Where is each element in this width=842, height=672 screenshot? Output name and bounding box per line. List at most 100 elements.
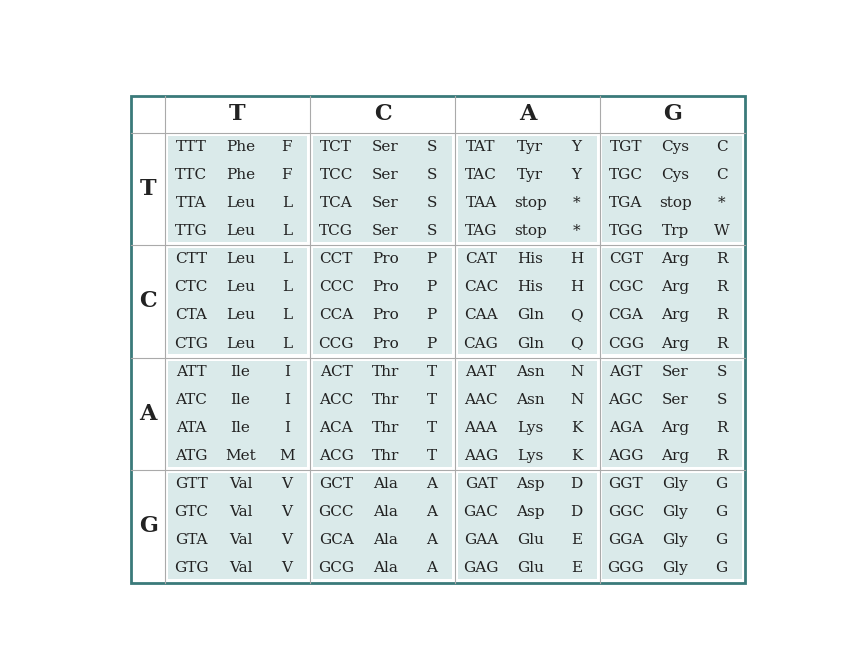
Text: Val: Val: [229, 562, 253, 575]
Text: W: W: [714, 224, 729, 238]
Text: TAC: TAC: [465, 168, 497, 182]
Text: TTG: TTG: [175, 224, 207, 238]
Text: AAC: AAC: [464, 392, 498, 407]
Text: Asp: Asp: [516, 505, 545, 519]
Text: Leu: Leu: [226, 252, 255, 266]
Text: TTC: TTC: [175, 168, 207, 182]
Text: GTC: GTC: [174, 505, 208, 519]
Text: CGT: CGT: [609, 252, 643, 266]
Text: Ala: Ala: [373, 477, 397, 491]
Text: Ile: Ile: [231, 421, 250, 435]
Text: Leu: Leu: [226, 280, 255, 294]
Bar: [312, 248, 452, 355]
Text: ACG: ACG: [318, 449, 354, 463]
Text: Tyr: Tyr: [517, 168, 543, 182]
Text: A: A: [426, 505, 437, 519]
Text: A: A: [426, 477, 437, 491]
Text: TAG: TAG: [465, 224, 498, 238]
Text: T: T: [427, 392, 437, 407]
Text: I: I: [284, 365, 290, 378]
Text: F: F: [281, 168, 292, 182]
Text: GAA: GAA: [464, 534, 498, 548]
Text: K: K: [571, 449, 583, 463]
Text: R: R: [716, 421, 727, 435]
Text: P: P: [427, 337, 437, 351]
Text: ATT: ATT: [176, 365, 206, 378]
Text: TGG: TGG: [609, 224, 643, 238]
Text: ATG: ATG: [175, 449, 207, 463]
Text: N: N: [570, 365, 584, 378]
Text: Thr: Thr: [371, 392, 399, 407]
Text: Ile: Ile: [231, 365, 250, 378]
Text: L: L: [282, 196, 292, 210]
Text: AGA: AGA: [609, 421, 643, 435]
Bar: [457, 361, 597, 467]
Text: A: A: [426, 562, 437, 575]
Text: Ser: Ser: [662, 365, 689, 378]
Text: Val: Val: [229, 477, 253, 491]
Text: Leu: Leu: [226, 196, 255, 210]
Text: CAT: CAT: [465, 252, 497, 266]
Text: Arg: Arg: [661, 308, 690, 323]
Text: C: C: [716, 140, 727, 154]
Text: Gln: Gln: [517, 308, 544, 323]
Text: H: H: [570, 252, 584, 266]
Text: C: C: [140, 290, 157, 312]
Text: S: S: [427, 224, 437, 238]
Text: C: C: [716, 168, 727, 182]
Text: E: E: [571, 534, 582, 548]
Text: CTT: CTT: [175, 252, 207, 266]
Text: Y: Y: [572, 140, 582, 154]
Text: R: R: [716, 449, 727, 463]
Text: Tyr: Tyr: [517, 140, 543, 154]
Bar: [168, 361, 307, 467]
Text: G: G: [716, 477, 727, 491]
Text: GCA: GCA: [318, 534, 354, 548]
Text: AAG: AAG: [464, 449, 498, 463]
Text: Ile: Ile: [231, 392, 250, 407]
Text: Trp: Trp: [662, 224, 689, 238]
Text: Q: Q: [570, 337, 583, 351]
Text: stop: stop: [658, 196, 691, 210]
Text: AAT: AAT: [466, 365, 497, 378]
Text: ACA: ACA: [319, 421, 353, 435]
Text: Val: Val: [229, 505, 253, 519]
Text: A: A: [140, 403, 157, 425]
Text: Asn: Asn: [516, 365, 545, 378]
Text: CCA: CCA: [319, 308, 353, 323]
Text: GTG: GTG: [173, 562, 209, 575]
Text: TGT: TGT: [610, 140, 642, 154]
Text: G: G: [716, 562, 727, 575]
Text: L: L: [282, 280, 292, 294]
Text: M: M: [279, 449, 295, 463]
Text: S: S: [717, 392, 727, 407]
Text: K: K: [571, 421, 583, 435]
Text: *: *: [573, 196, 580, 210]
Text: Q: Q: [570, 308, 583, 323]
Text: E: E: [571, 562, 582, 575]
Text: Gly: Gly: [663, 562, 688, 575]
Text: TTA: TTA: [176, 196, 206, 210]
Text: GAG: GAG: [463, 562, 498, 575]
Text: CCG: CCG: [318, 337, 354, 351]
Text: N: N: [570, 392, 584, 407]
Text: Cys: Cys: [661, 140, 690, 154]
Text: Gly: Gly: [663, 477, 688, 491]
Text: TGA: TGA: [610, 196, 642, 210]
Text: Met: Met: [225, 449, 256, 463]
Text: Lys: Lys: [517, 421, 543, 435]
Text: Arg: Arg: [661, 280, 690, 294]
Text: Asp: Asp: [516, 477, 545, 491]
Text: L: L: [282, 252, 292, 266]
Text: CAA: CAA: [464, 308, 498, 323]
Text: Gln: Gln: [517, 337, 544, 351]
Bar: [312, 473, 452, 579]
Text: TAA: TAA: [466, 196, 497, 210]
Text: Gly: Gly: [663, 505, 688, 519]
Text: Phe: Phe: [226, 140, 255, 154]
Text: TCA: TCA: [320, 196, 353, 210]
Bar: [602, 136, 742, 242]
Text: T: T: [427, 449, 437, 463]
Text: TAT: TAT: [466, 140, 496, 154]
Text: CCT: CCT: [319, 252, 353, 266]
